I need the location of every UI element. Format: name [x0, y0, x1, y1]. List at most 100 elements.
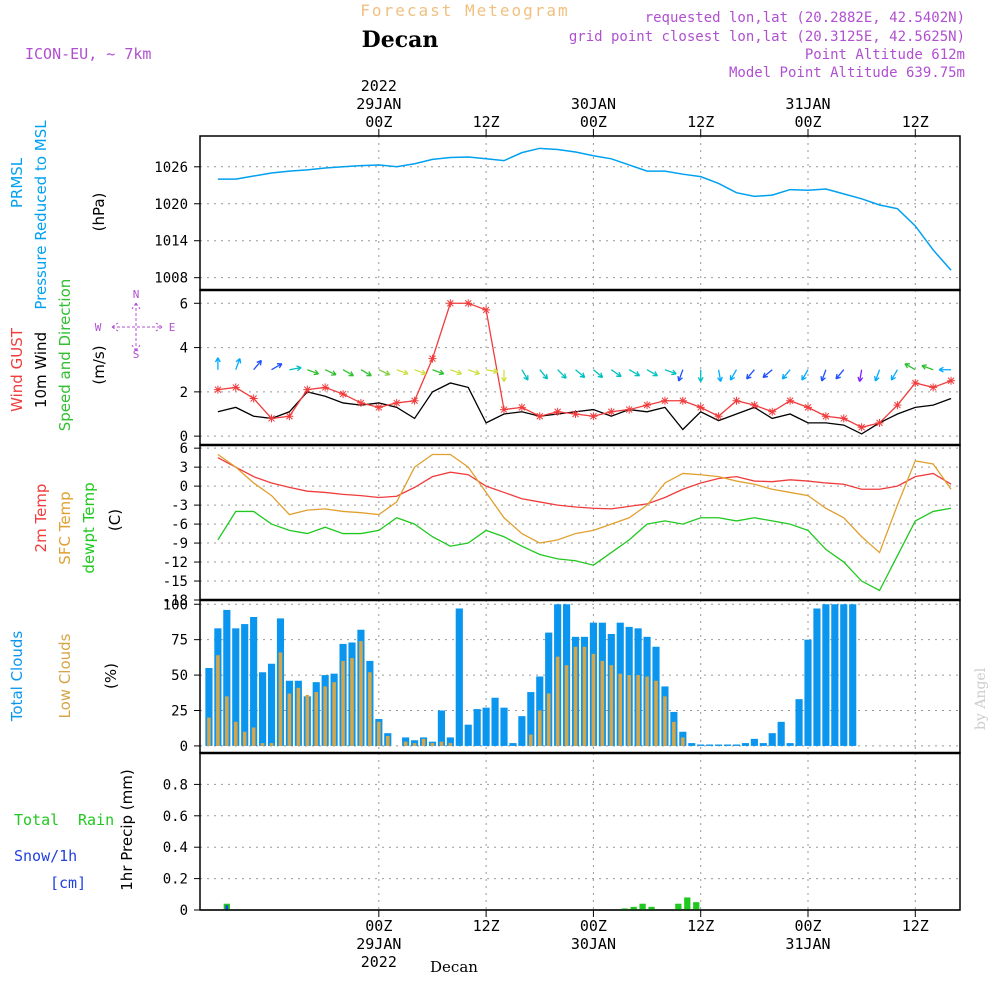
bottom-tick-label: 12Z — [902, 917, 929, 935]
total-clouds-bar — [482, 707, 490, 746]
bottom-tick-label: 00Z — [365, 917, 392, 935]
compass-letter: E — [169, 321, 176, 334]
low-clouds-bar — [448, 743, 453, 746]
wind-direction-arrow — [890, 369, 898, 381]
wind-gust-marker — [750, 401, 759, 410]
low-clouds-bar — [207, 717, 211, 746]
low-clouds-bar — [627, 675, 631, 746]
low-clouds-bar — [600, 660, 605, 746]
low-clouds-bar — [368, 672, 372, 746]
low-clouds-bar — [225, 696, 229, 746]
low-clouds-bar — [242, 731, 247, 746]
low-clouds-bar — [269, 743, 274, 746]
bottom-date-label: 31JAN — [785, 935, 830, 953]
clouds-units: (%) — [102, 663, 120, 689]
panel-frame — [199, 289, 961, 446]
low-clouds-bar — [537, 710, 542, 746]
total-clouds-bar — [232, 628, 240, 746]
wind-gust-marker — [464, 299, 473, 308]
compass-arrows — [111, 302, 163, 352]
total-clouds-bar — [715, 744, 723, 746]
wind-direction-arrow — [396, 369, 409, 376]
wind-gust-marker — [696, 403, 705, 412]
low-clouds-bar — [618, 673, 623, 746]
low-clouds-bar — [216, 655, 220, 746]
wind-gust-marker — [249, 394, 258, 403]
wind-direction-arrow — [628, 369, 641, 377]
total-clouds-bar — [831, 604, 839, 746]
total-clouds-bar — [455, 608, 463, 746]
compass-letter: S — [133, 348, 140, 361]
wind-gust-marker — [589, 412, 598, 421]
wind-direction-arrow — [717, 369, 723, 382]
total-clouds-ylabel: Total Clouds — [8, 631, 26, 723]
wind-direction-arrow — [342, 369, 355, 377]
model-label: ICON-EU, ~ 7km — [25, 45, 151, 63]
low-clouds-bar — [278, 652, 283, 746]
y-tick-label: 1014 — [154, 234, 188, 250]
low-clouds-bar — [636, 675, 640, 746]
wind-direction-arrow — [324, 369, 337, 376]
y-tick-label: 0 — [180, 739, 188, 755]
low-clouds-bar — [314, 692, 319, 746]
top-tick-label: 12Z — [473, 113, 500, 131]
total-clouds-bar — [518, 716, 526, 746]
wind-gust-marker — [929, 383, 938, 392]
low-clouds-bar — [609, 665, 614, 746]
wind-direction-arrow — [801, 369, 809, 381]
wind-direction-arrow — [820, 369, 827, 382]
total-clouds-bar — [732, 744, 741, 746]
y-tick-label: 6 — [180, 296, 188, 312]
wind-direction-arrow — [904, 363, 916, 371]
bottom-tick-label: 12Z — [687, 917, 714, 935]
y-tick-label: 0 — [180, 479, 188, 495]
wind-direction-arrow — [762, 369, 773, 379]
clouds-panel: 0 25 50 75 100 — [163, 597, 961, 755]
total-clouds-bar — [759, 743, 767, 746]
wind-gust-marker — [285, 412, 294, 421]
top-date-label: 30JAN — [571, 95, 616, 113]
legend-rain: Rain — [78, 811, 114, 829]
temperature-panel: -18 -15 -12 -9 -6 -3 0 3 6 — [163, 441, 961, 609]
y-tick-label: 2 — [180, 385, 188, 401]
y-tick-label: 0.4 — [163, 840, 188, 856]
y-tick-label: 6 — [180, 441, 188, 457]
precip-total-bar — [693, 902, 700, 910]
wind-gust-marker — [660, 396, 669, 405]
low-clouds-bar — [332, 682, 336, 746]
wind-gust-marker — [392, 398, 401, 407]
compass-letter: N — [133, 288, 140, 301]
compass-rose: N S W E — [95, 288, 176, 361]
wind-gust-marker — [535, 412, 544, 421]
total-clouds-bar — [804, 639, 812, 746]
y-tick-label: 1020 — [154, 197, 188, 213]
low-clouds-bar — [260, 743, 265, 746]
wind-direction-arrow — [360, 369, 372, 377]
total-clouds-bar — [437, 710, 445, 746]
dewpt-temp-ylabel: dewpt Temp — [80, 482, 98, 573]
wind-direction-arrow — [835, 369, 845, 380]
wind-direction-arrow — [307, 369, 320, 376]
y-tick-label: 1026 — [154, 160, 188, 176]
low-clouds-bar — [305, 694, 310, 746]
precip-total-bar — [675, 903, 682, 910]
dewpt-temp-line — [217, 507, 952, 592]
wind-direction-arrow — [592, 369, 604, 379]
pressure-ylabel: PRMSL — [8, 157, 26, 208]
wind-gust-marker — [428, 354, 437, 363]
wind-direction-arrow — [874, 369, 881, 382]
wind-gust-marker — [893, 401, 902, 410]
low-clouds-bar — [296, 687, 301, 746]
wind-gust-marker — [875, 418, 884, 427]
total-clouds-bar — [223, 609, 231, 746]
requested-coords: requested lon,lat (20.2882E, 42.5402N) — [645, 10, 965, 26]
total-clouds-bar — [241, 624, 249, 746]
wind-gust-marker — [303, 385, 312, 394]
pressure-ylabel-sub: Pressure Reduced to MSL — [32, 120, 50, 310]
sfc-temp-ylabel: SFC Temp — [56, 491, 74, 564]
wind-direction-arrow — [610, 369, 622, 378]
low-clouds-bar — [573, 646, 578, 746]
point-altitude: Point Altitude 612m — [805, 47, 965, 63]
precip-total-bar — [684, 897, 691, 910]
